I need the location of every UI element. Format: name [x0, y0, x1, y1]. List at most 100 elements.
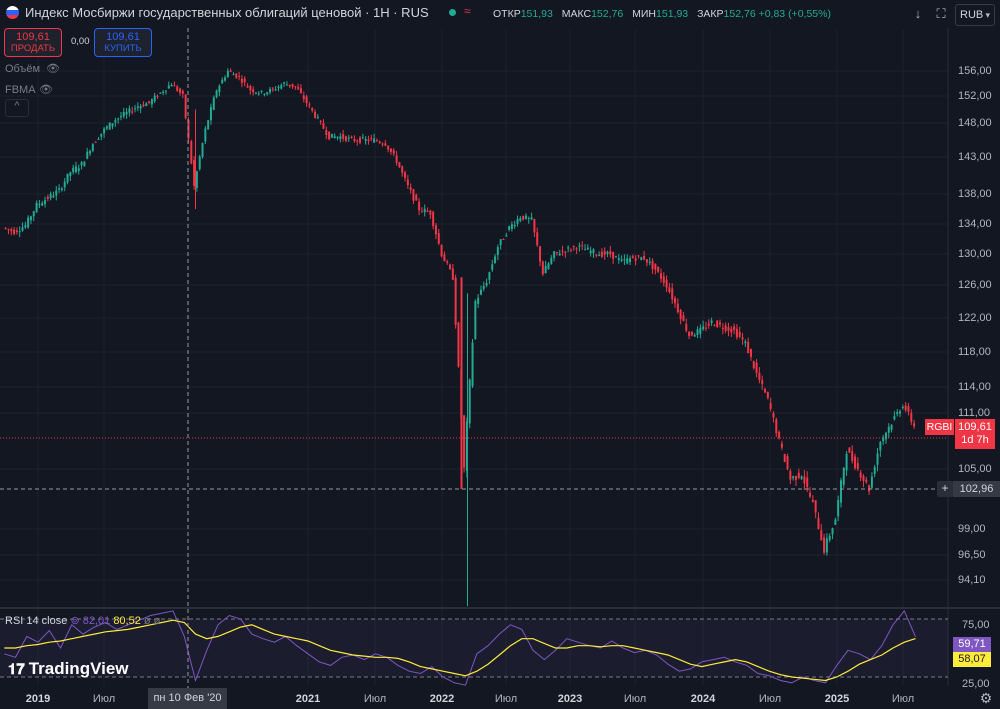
candle-body: [749, 348, 752, 357]
candle-body: [361, 137, 364, 139]
candle-body: [13, 229, 16, 235]
candle-body: [308, 104, 311, 106]
tradingview-logo-icon: 𝟏𝟕: [8, 661, 25, 678]
candle-body: [488, 272, 491, 280]
candle-body: [274, 89, 277, 91]
candle-body: [654, 263, 657, 270]
rsi-legend[interactable]: RSI 14 close ⊚ 82,01 80,52 ø ø: [5, 614, 160, 627]
fbma-indicator-label[interactable]: FBMA: [5, 84, 36, 96]
download-icon[interactable]: ↓: [914, 6, 922, 21]
high-value: 152,76: [591, 8, 624, 20]
candle-body: [280, 85, 283, 89]
symbol-title[interactable]: Индекс Мосбиржи государственных облигаци…: [25, 5, 429, 20]
candle-body: [325, 130, 328, 136]
candle-body: [80, 162, 83, 166]
candle-body: [527, 217, 530, 219]
candle-body: [741, 337, 744, 340]
candle-body: [395, 155, 398, 163]
buy-label: КУПИТЬ: [104, 43, 142, 54]
candle-body: [344, 136, 347, 141]
rsi-ma-value: 80,52: [113, 615, 141, 627]
candle-body: [550, 257, 553, 264]
candle-body: [257, 93, 260, 95]
candle-body: [862, 475, 865, 481]
candle-body: [792, 476, 795, 479]
candle-body: [176, 86, 179, 91]
candle-body: [758, 372, 761, 380]
candle-body: [72, 167, 75, 173]
candle-body: [457, 322, 460, 367]
crosshair-time-label: пн 10 Фев '20: [148, 688, 227, 709]
candle-body: [696, 329, 699, 336]
fullscreen-icon[interactable]: ⛶: [936, 6, 946, 21]
add-alert-plus-icon[interactable]: +: [937, 481, 953, 497]
candle-body: [283, 82, 286, 84]
volume-indicator-label[interactable]: Объём: [5, 63, 41, 75]
bar-countdown: 1d 7h: [961, 434, 989, 446]
currency-select[interactable]: RUB ▾: [955, 4, 995, 26]
candle-body: [662, 276, 665, 283]
candle-body: [201, 143, 204, 157]
candle-body: [600, 251, 603, 257]
current-price-box: 109,61 1d 7h: [955, 419, 995, 449]
candle-body: [100, 133, 103, 137]
candle-body: [884, 432, 887, 440]
price-tick: 105,00: [958, 463, 992, 475]
candle-body: [823, 537, 826, 553]
candle-body: [148, 101, 151, 103]
candle-body: [896, 412, 899, 415]
gear-icon[interactable]: ⚙: [979, 690, 993, 706]
candle-body: [775, 419, 778, 434]
close-value: 152,76 +0,83 (+0,55%): [723, 8, 831, 20]
candle-body: [710, 320, 713, 324]
time-tick: 2021: [295, 693, 321, 705]
candle-body: [614, 256, 617, 258]
time-tick: Июл: [363, 693, 387, 705]
candle-body: [91, 144, 94, 151]
candle-body: [606, 251, 609, 254]
low-key: МИН: [632, 8, 657, 20]
buy-button[interactable]: 109,61 КУПИТЬ: [94, 28, 152, 57]
buy-price: 109,61: [106, 31, 140, 43]
candle-body: [423, 208, 426, 213]
candle-body: [401, 166, 404, 173]
candle-body: [328, 131, 331, 140]
spread-value: 0,00: [71, 36, 90, 47]
candle-body: [685, 323, 688, 331]
candle-body: [164, 90, 167, 92]
candle-body: [226, 70, 229, 77]
candle-body: [35, 202, 38, 212]
candle-body: [153, 95, 156, 102]
candle-body: [269, 88, 272, 93]
candle-body: [294, 86, 297, 88]
sell-button[interactable]: 109,61 ПРОДАТЬ: [4, 28, 62, 57]
candle-body: [193, 160, 196, 186]
price-tick: 156,00: [958, 65, 992, 77]
price-tick: 148,00: [958, 117, 992, 129]
candle-body: [83, 161, 86, 167]
candle-body: [834, 519, 837, 525]
collapse-indicators-button[interactable]: ^: [5, 99, 29, 117]
candle-body: [772, 413, 775, 418]
tradingview-logo[interactable]: 𝟏𝟕 TradingView: [8, 659, 129, 679]
candle-body: [184, 94, 187, 119]
candle-body: [221, 79, 224, 84]
open-key: ОТКР: [493, 8, 521, 20]
candle-body: [533, 218, 536, 233]
candle-body: [181, 90, 184, 94]
eye-crossed-icon[interactable]: 👁: [46, 63, 60, 75]
candle-body: [707, 323, 710, 326]
candle-body: [389, 148, 392, 152]
candle-body: [589, 250, 592, 254]
candle-body: [842, 467, 845, 485]
high-key: МАКС: [561, 8, 592, 20]
candle-body: [485, 283, 488, 286]
candle-body: [870, 476, 873, 488]
candle-body: [868, 485, 871, 492]
candle-body: [474, 301, 477, 339]
candle-body: [224, 77, 227, 81]
candle-body: [626, 258, 629, 264]
rsi-settings-icon[interactable]: ⊚: [70, 615, 80, 627]
eye-crossed-icon[interactable]: 👁: [39, 84, 53, 96]
